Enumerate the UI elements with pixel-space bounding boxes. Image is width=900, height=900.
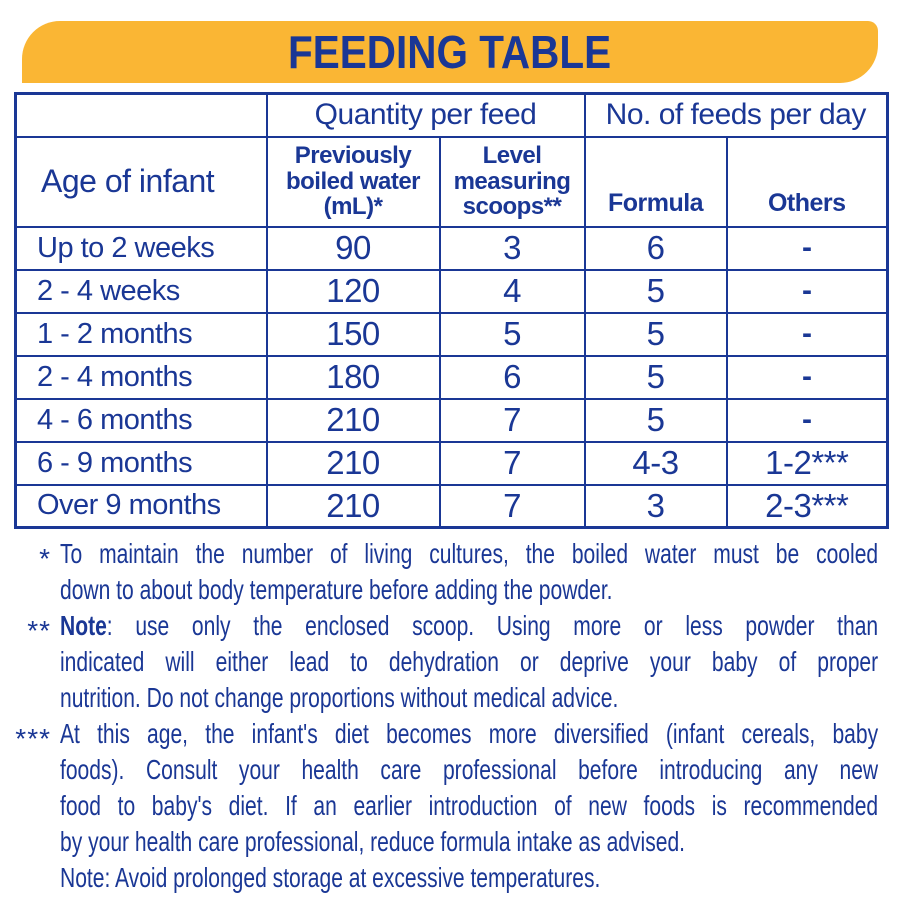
others-cell: - <box>725 397 889 443</box>
page-title: FEEDING TABLE <box>288 26 612 78</box>
age-cell: Over 9 months <box>14 483 268 529</box>
corner-cell <box>14 92 268 138</box>
formula-cell: 5 <box>583 354 728 400</box>
table-row: Over 9 months 210 7 3 2-3*** <box>14 483 889 529</box>
table-column-header-row: Age of infant Previously boiled water (m… <box>14 135 889 228</box>
footnote-marker-1: * <box>39 543 51 574</box>
column-header-formula: Formula <box>583 135 728 228</box>
scoops-cell: 7 <box>438 483 586 529</box>
footnote-line: nutrition. Do not change proportions wit… <box>60 682 619 713</box>
water-cell: 210 <box>265 397 441 443</box>
age-cell: Up to 2 weeks <box>14 225 268 271</box>
water-cell: 120 <box>265 268 441 314</box>
footnote-boiled-water: * To maintain the number of living cultu… <box>4 536 878 608</box>
formula-cell: 6 <box>583 225 728 271</box>
others-cell: - <box>725 268 889 314</box>
age-cell: 1 - 2 months <box>14 311 268 357</box>
footnotes: * To maintain the number of living cultu… <box>0 536 878 896</box>
others-cell: - <box>725 311 889 357</box>
column-header-others: Others <box>725 135 889 228</box>
table-row: 2 - 4 months 180 6 5 - <box>14 354 889 400</box>
scoops-cell: 6 <box>438 354 586 400</box>
footnote-line: foods). Consult your health care profess… <box>60 754 879 785</box>
water-cell: 210 <box>265 483 441 529</box>
formula-cell: 5 <box>583 311 728 357</box>
footnote-line: indicated will either lead to dehydratio… <box>60 646 879 677</box>
others-cell: 2-3*** <box>725 483 889 529</box>
water-cell: 210 <box>265 440 441 486</box>
footnote-marker-3: *** <box>15 723 51 754</box>
footnote-line: down to about body temperature before ad… <box>60 574 613 605</box>
age-cell: 2 - 4 months <box>14 354 268 400</box>
table-row: 4 - 6 months 210 7 5 - <box>14 397 889 443</box>
footnote-diversified-diet: *** At this age, the infant's diet becom… <box>4 716 878 896</box>
others-cell: 1-2*** <box>725 440 889 486</box>
scoops-cell: 4 <box>438 268 586 314</box>
scoops-cell: 3 <box>438 225 586 271</box>
formula-cell: 4-3 <box>583 440 728 486</box>
footnote-line: by your health care professional, reduce… <box>60 826 686 857</box>
age-cell: 6 - 9 months <box>14 440 268 486</box>
feeding-table: Quantity per feed No. of feeds per day A… <box>14 92 890 529</box>
scoops-cell: 7 <box>438 397 586 443</box>
scoops-cell: 5 <box>438 311 586 357</box>
note-label: Note <box>60 610 107 641</box>
formula-cell: 5 <box>583 397 728 443</box>
table-row: 2 - 4 weeks 120 4 5 - <box>14 268 889 314</box>
group-header-feeds: No. of feeds per day <box>583 92 889 138</box>
others-cell: - <box>725 354 889 400</box>
footnote-marker-2: ** <box>27 615 51 646</box>
footnote-scoop-note: ** Note: use only the enclosed scoop. Us… <box>4 608 878 716</box>
footnote-line: food to baby's diet. If an earlier intro… <box>60 790 879 821</box>
table-row: Up to 2 weeks 90 3 6 - <box>14 225 889 271</box>
water-cell: 90 <box>265 225 441 271</box>
storage-note-line: Note: Avoid prolonged storage at excessi… <box>60 862 601 893</box>
footnote-line: Note: use only the enclosed scoop. Using… <box>60 610 879 641</box>
water-cell: 150 <box>265 311 441 357</box>
table-group-header-row: Quantity per feed No. of feeds per day <box>14 92 889 138</box>
formula-cell: 5 <box>583 268 728 314</box>
formula-cell: 3 <box>583 483 728 529</box>
age-cell: 4 - 6 months <box>14 397 268 443</box>
footnote-line: To maintain the number of living culture… <box>60 538 879 569</box>
feeding-table-banner: FEEDING TABLE <box>22 21 878 83</box>
table-row: 6 - 9 months 210 7 4-3 1-2*** <box>14 440 889 486</box>
table-row: 1 - 2 months 150 5 5 - <box>14 311 889 357</box>
group-header-quantity: Quantity per feed <box>265 92 586 138</box>
others-cell: - <box>725 225 889 271</box>
column-header-scoops: Level measuring scoops** <box>438 135 586 228</box>
age-cell: 2 - 4 weeks <box>14 268 268 314</box>
water-cell: 180 <box>265 354 441 400</box>
column-header-water: Previously boiled water (mL)* <box>265 135 441 228</box>
footnote-line: At this age, the infant's diet becomes m… <box>60 718 879 749</box>
column-header-age: Age of infant <box>14 135 268 228</box>
scoops-cell: 7 <box>438 440 586 486</box>
